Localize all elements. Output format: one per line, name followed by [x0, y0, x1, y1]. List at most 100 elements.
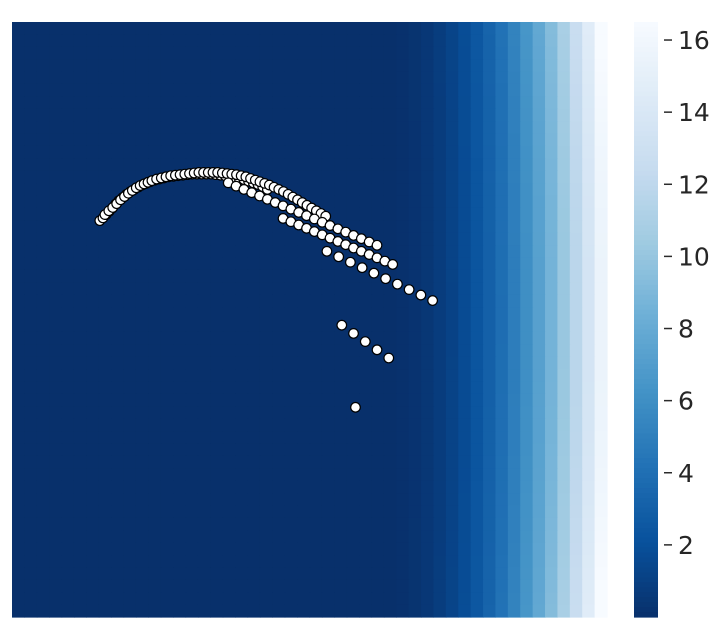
heatmap-cell	[135, 418, 149, 432]
heatmap-cell	[495, 121, 509, 135]
heatmap-cell	[210, 145, 224, 159]
heatmap-cell	[458, 418, 472, 432]
heatmap-cell	[309, 83, 323, 97]
heatmap-cell	[86, 344, 100, 358]
heatmap-cell	[458, 493, 472, 507]
heatmap-cell	[371, 207, 385, 221]
heatmap-cell	[259, 121, 273, 135]
heatmap-cell	[371, 592, 385, 606]
colorbar-slice	[634, 438, 658, 445]
heatmap-cell	[222, 567, 236, 581]
heatmap-cell	[284, 393, 298, 407]
heatmap-cell	[383, 294, 397, 308]
colorbar-tick-label: 12	[678, 170, 710, 199]
heatmap-cell	[86, 96, 100, 110]
heatmap-cell	[321, 83, 335, 97]
heatmap-cell	[520, 96, 534, 110]
heatmap-cell	[160, 220, 174, 234]
heatmap-cell	[12, 195, 25, 209]
heatmap-cell	[135, 567, 149, 581]
colorbar-slice	[634, 388, 658, 395]
heatmap-cell	[111, 145, 125, 159]
colorbar-slice	[634, 131, 658, 137]
colorbar-slice	[634, 413, 658, 420]
heatmap-cell	[408, 71, 422, 85]
heatmap-cell	[383, 319, 397, 333]
heatmap-cell	[569, 108, 583, 122]
heatmap-cell	[135, 121, 149, 135]
heatmap-cell	[321, 195, 335, 209]
heatmap-cell	[49, 567, 63, 581]
heatmap-cell	[334, 455, 348, 469]
heatmap-cell	[321, 269, 335, 283]
heatmap-cell	[36, 604, 50, 618]
heatmap-cell	[98, 356, 112, 370]
heatmap-cell	[582, 121, 596, 135]
colorbar-slice	[634, 562, 658, 569]
heatmap-cell	[259, 307, 273, 321]
heatmap-cell	[557, 170, 571, 184]
heatmap-cell	[160, 555, 174, 569]
heatmap-cell	[321, 108, 335, 122]
heatmap-cell	[123, 269, 137, 283]
heatmap-cell	[86, 493, 100, 507]
heatmap-cell	[86, 418, 100, 432]
heatmap-cell	[359, 393, 373, 407]
heatmap-cell	[520, 207, 534, 221]
heatmap-cell	[235, 145, 249, 159]
heatmap-cell	[272, 393, 286, 407]
heatmap-cell	[297, 133, 311, 147]
heatmap-cell	[98, 555, 112, 569]
heatmap-cell	[520, 257, 534, 271]
colorbar-slice	[634, 334, 658, 340]
heatmap-cell	[495, 183, 509, 197]
heatmap-cell	[36, 232, 50, 246]
heatmap-cell	[396, 294, 410, 308]
heatmap-cell	[408, 207, 422, 221]
heatmap-cell	[160, 183, 174, 197]
heatmap-cell	[197, 356, 211, 370]
heatmap-cell	[284, 356, 298, 370]
heatmap-cell	[173, 294, 187, 308]
heatmap-cell	[359, 344, 373, 358]
heatmap-cell	[421, 493, 435, 507]
heatmap-cell	[123, 542, 137, 556]
colorbar-slice	[634, 383, 658, 390]
scatter-point	[387, 259, 399, 270]
heatmap-cell	[259, 356, 273, 370]
heatmap-cell	[160, 567, 174, 581]
colorbar-slice	[634, 264, 658, 271]
heatmap-cell	[197, 71, 211, 85]
heatmap-cell	[433, 393, 447, 407]
heatmap-cell	[421, 393, 435, 407]
heatmap-cell	[433, 455, 447, 469]
heatmap-cell	[24, 257, 38, 271]
heatmap-cell	[408, 455, 422, 469]
heatmap-cell	[557, 108, 571, 122]
heatmap-cell	[321, 480, 335, 494]
colorbar-slice	[634, 542, 658, 549]
heatmap-cell	[36, 579, 50, 593]
heatmap-cell	[458, 344, 472, 358]
heatmap-cell	[371, 530, 385, 544]
heatmap-cell	[408, 158, 422, 172]
heatmap-cell	[532, 356, 546, 370]
heatmap-cell	[483, 232, 497, 246]
heatmap-cell	[557, 443, 571, 457]
heatmap-cell	[582, 530, 596, 544]
heatmap-cell	[507, 59, 521, 73]
heatmap-cell	[135, 319, 149, 333]
heatmap-cell	[49, 232, 63, 246]
heatmap-cell	[421, 455, 435, 469]
colorbar-slice	[634, 170, 658, 177]
heatmap-cell	[396, 555, 410, 569]
heatmap-cell	[458, 22, 472, 35]
heatmap-cell	[111, 369, 125, 383]
heatmap-cell	[185, 505, 199, 519]
heatmap-cell	[371, 282, 385, 296]
heatmap-cell	[334, 393, 348, 407]
heatmap-cell	[594, 319, 608, 333]
heatmap-cell	[123, 257, 137, 271]
heatmap-cell	[135, 480, 149, 494]
heatmap-cell	[197, 331, 211, 345]
